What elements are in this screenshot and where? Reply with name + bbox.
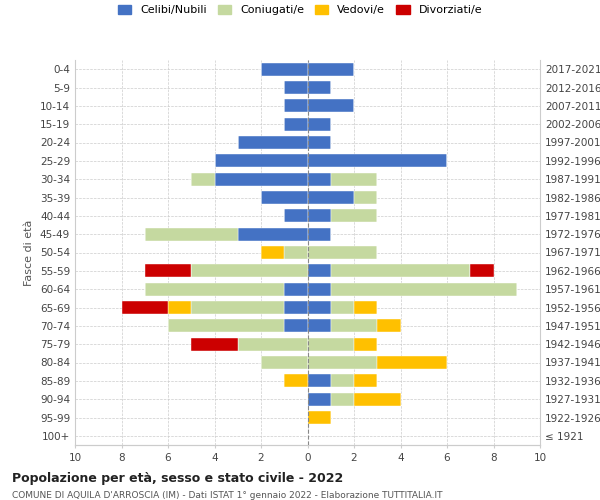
Bar bbox=[354, 374, 377, 387]
Bar bbox=[308, 173, 331, 186]
Bar bbox=[354, 191, 377, 204]
Bar bbox=[308, 338, 354, 350]
Bar bbox=[121, 301, 168, 314]
Bar bbox=[331, 264, 470, 277]
Bar bbox=[261, 63, 308, 76]
Bar bbox=[308, 191, 354, 204]
Bar bbox=[308, 393, 331, 406]
Bar bbox=[284, 100, 308, 112]
Bar bbox=[284, 246, 308, 259]
Bar bbox=[308, 246, 377, 259]
Text: COMUNE DI AQUILA D'ARROSCIA (IM) - Dati ISTAT 1° gennaio 2022 - Elaborazione TUT: COMUNE DI AQUILA D'ARROSCIA (IM) - Dati … bbox=[12, 491, 443, 500]
Bar bbox=[145, 264, 191, 277]
Bar bbox=[191, 264, 308, 277]
Bar bbox=[308, 283, 331, 296]
Text: Popolazione per età, sesso e stato civile - 2022: Popolazione per età, sesso e stato civil… bbox=[12, 472, 343, 485]
Bar bbox=[331, 301, 354, 314]
Bar bbox=[215, 173, 308, 186]
Bar bbox=[215, 154, 308, 167]
Bar bbox=[331, 320, 377, 332]
Bar bbox=[284, 320, 308, 332]
Bar bbox=[377, 320, 401, 332]
Bar bbox=[308, 228, 331, 240]
Legend: Celibi/Nubili, Coniugati/e, Vedovi/e, Divorziati/e: Celibi/Nubili, Coniugati/e, Vedovi/e, Di… bbox=[113, 0, 487, 20]
Bar bbox=[261, 246, 284, 259]
Bar bbox=[308, 320, 331, 332]
Bar bbox=[331, 393, 354, 406]
Bar bbox=[168, 320, 284, 332]
Bar bbox=[354, 301, 377, 314]
Bar bbox=[191, 301, 284, 314]
Bar bbox=[284, 81, 308, 94]
Bar bbox=[238, 136, 308, 149]
Bar bbox=[308, 411, 331, 424]
Y-axis label: Fasce di età: Fasce di età bbox=[25, 220, 34, 286]
Bar bbox=[308, 356, 377, 369]
Bar bbox=[308, 301, 331, 314]
Bar bbox=[331, 374, 354, 387]
Bar bbox=[308, 264, 331, 277]
Bar bbox=[331, 173, 377, 186]
Bar bbox=[470, 264, 493, 277]
Bar bbox=[377, 356, 447, 369]
Bar bbox=[354, 393, 401, 406]
Bar bbox=[145, 228, 238, 240]
Bar bbox=[331, 210, 377, 222]
Bar bbox=[284, 210, 308, 222]
Bar bbox=[308, 136, 331, 149]
Bar bbox=[284, 283, 308, 296]
Bar bbox=[354, 338, 377, 350]
Bar bbox=[145, 283, 284, 296]
Bar bbox=[284, 374, 308, 387]
Bar bbox=[238, 228, 308, 240]
Bar bbox=[308, 81, 331, 94]
Bar bbox=[261, 356, 308, 369]
Bar bbox=[308, 154, 447, 167]
Bar bbox=[308, 374, 331, 387]
Bar bbox=[284, 118, 308, 130]
Bar bbox=[261, 191, 308, 204]
Bar bbox=[191, 338, 238, 350]
Bar bbox=[191, 173, 215, 186]
Bar bbox=[331, 283, 517, 296]
Bar bbox=[238, 338, 308, 350]
Bar bbox=[308, 63, 354, 76]
Bar bbox=[308, 100, 354, 112]
Bar bbox=[284, 301, 308, 314]
Bar bbox=[308, 118, 331, 130]
Bar bbox=[308, 210, 331, 222]
Bar bbox=[168, 301, 191, 314]
